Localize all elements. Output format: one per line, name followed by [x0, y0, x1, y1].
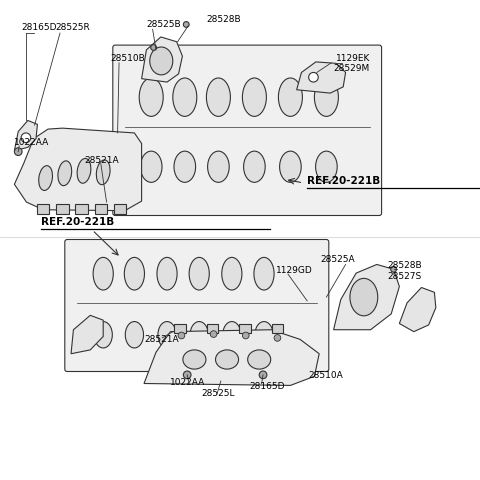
Ellipse shape — [183, 350, 206, 369]
Ellipse shape — [77, 159, 91, 184]
Text: 28521A: 28521A — [144, 334, 179, 343]
Text: 28165D: 28165D — [22, 23, 57, 32]
Polygon shape — [14, 129, 142, 211]
Ellipse shape — [94, 322, 112, 348]
Bar — [75, 205, 88, 215]
Circle shape — [274, 335, 281, 342]
Text: 28525L: 28525L — [202, 388, 235, 397]
Ellipse shape — [255, 322, 273, 348]
Circle shape — [183, 371, 191, 379]
Ellipse shape — [140, 152, 162, 183]
Circle shape — [14, 148, 22, 156]
Ellipse shape — [279, 152, 301, 183]
Text: 28525B: 28525B — [146, 20, 181, 29]
Ellipse shape — [158, 322, 176, 348]
Circle shape — [21, 133, 31, 143]
Circle shape — [391, 267, 396, 273]
Bar — [272, 325, 283, 334]
Polygon shape — [399, 288, 436, 332]
Bar — [114, 205, 126, 215]
Ellipse shape — [223, 322, 241, 348]
Text: 1022AA: 1022AA — [170, 377, 205, 386]
Text: 28525A: 28525A — [321, 254, 355, 263]
Text: 1022AA: 1022AA — [14, 138, 49, 146]
Ellipse shape — [174, 152, 196, 183]
Ellipse shape — [96, 161, 110, 185]
Bar — [207, 325, 218, 334]
Ellipse shape — [206, 79, 230, 117]
Circle shape — [242, 333, 249, 339]
Polygon shape — [71, 316, 103, 354]
Text: 28529M: 28529M — [334, 64, 370, 73]
Ellipse shape — [243, 152, 265, 183]
Ellipse shape — [139, 79, 163, 117]
Ellipse shape — [173, 79, 197, 117]
Text: 1129GD: 1129GD — [276, 265, 313, 275]
Bar — [239, 325, 251, 334]
Circle shape — [259, 371, 267, 379]
Text: 28528B: 28528B — [388, 261, 422, 270]
Polygon shape — [334, 265, 399, 330]
Ellipse shape — [350, 279, 378, 316]
FancyBboxPatch shape — [65, 240, 329, 372]
Ellipse shape — [190, 322, 208, 348]
Text: REF.20-221B: REF.20-221B — [41, 216, 114, 227]
Bar — [37, 205, 49, 215]
Bar — [95, 205, 107, 215]
Ellipse shape — [278, 79, 302, 117]
Bar — [174, 325, 186, 334]
Ellipse shape — [58, 162, 72, 186]
Ellipse shape — [207, 152, 229, 183]
Text: 28525R: 28525R — [55, 23, 90, 32]
Ellipse shape — [150, 48, 173, 76]
Text: 28165D: 28165D — [250, 381, 285, 390]
Ellipse shape — [216, 350, 239, 369]
Ellipse shape — [314, 79, 338, 117]
Circle shape — [151, 46, 156, 51]
Ellipse shape — [124, 258, 144, 290]
Ellipse shape — [254, 258, 274, 290]
Circle shape — [178, 333, 185, 339]
Polygon shape — [142, 38, 182, 83]
Circle shape — [210, 331, 217, 338]
Text: REF.20-221B: REF.20-221B — [307, 175, 381, 185]
Text: 28510B: 28510B — [110, 54, 145, 63]
Text: 28510A: 28510A — [309, 370, 343, 379]
Text: 1129EK: 1129EK — [336, 54, 371, 63]
Text: 28521A: 28521A — [84, 156, 119, 164]
Ellipse shape — [242, 79, 266, 117]
Ellipse shape — [222, 258, 242, 290]
Ellipse shape — [248, 350, 271, 369]
Ellipse shape — [39, 166, 52, 191]
Polygon shape — [14, 121, 37, 151]
Ellipse shape — [125, 322, 144, 348]
Ellipse shape — [316, 152, 337, 183]
Text: 28528B: 28528B — [206, 15, 241, 24]
Polygon shape — [144, 330, 319, 385]
Polygon shape — [297, 63, 346, 94]
FancyBboxPatch shape — [113, 46, 382, 216]
Ellipse shape — [93, 258, 113, 290]
Circle shape — [309, 73, 318, 83]
Text: 28527S: 28527S — [388, 272, 422, 281]
Ellipse shape — [189, 258, 209, 290]
Ellipse shape — [157, 258, 177, 290]
Circle shape — [183, 23, 189, 28]
Bar — [56, 205, 69, 215]
